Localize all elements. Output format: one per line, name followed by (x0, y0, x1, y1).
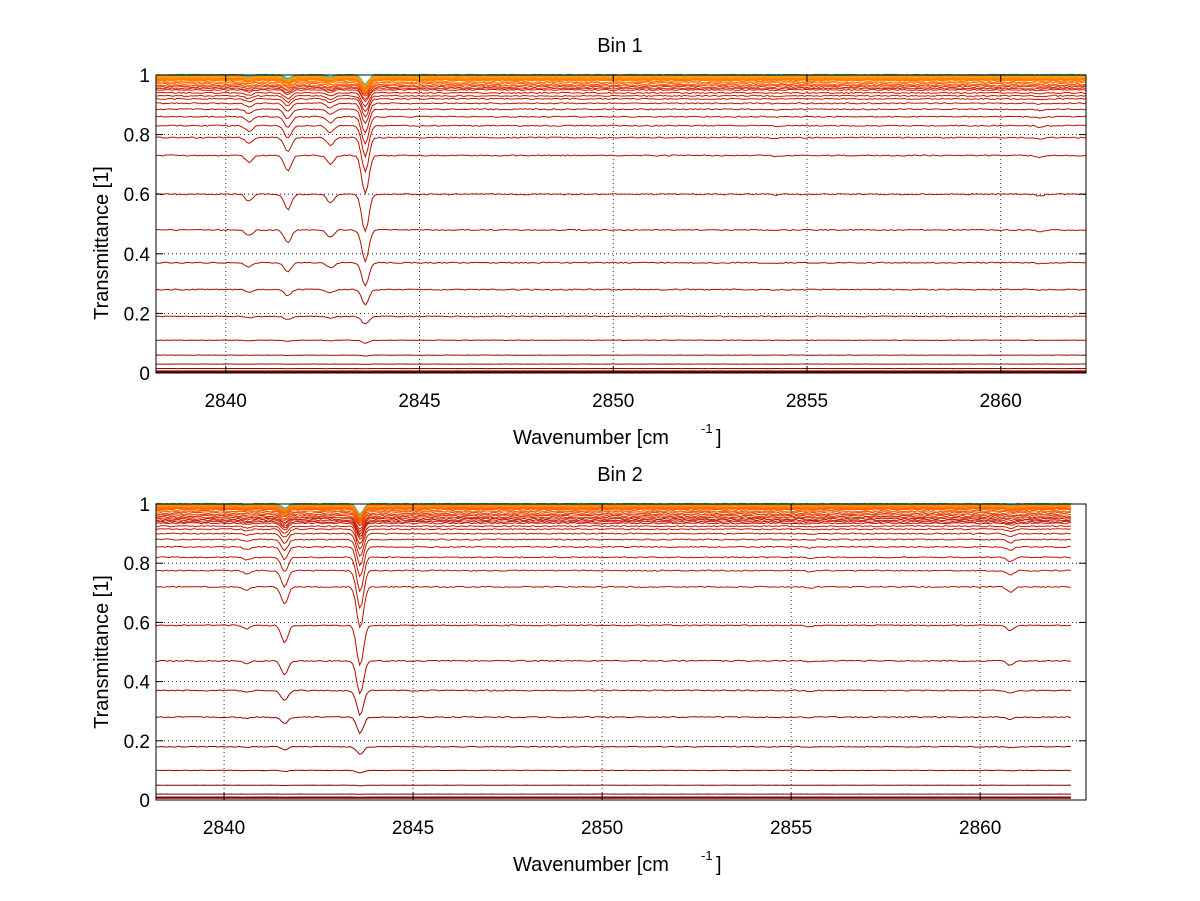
y-tick-label: 0.8 (124, 126, 150, 147)
bin2-x-axis-label: Wavenumber [cm -1 ] (513, 848, 722, 876)
bin2-panel: Bin 2 2840 2845 2850 2855 2860 0 0.2 0.4 0.6 0.8 1… (91, 464, 1087, 876)
y-tick-label: 0.2 (124, 732, 150, 753)
y-tick-label: 0.8 (124, 554, 150, 575)
x-tick-label: 2840 (203, 818, 245, 839)
series-line (155, 511, 1071, 524)
series-line (155, 228, 1087, 264)
series-line (155, 124, 1087, 159)
series-line (155, 569, 1071, 610)
bin2-axes-frame (155, 503, 1087, 801)
series-line (155, 354, 1087, 357)
series-line (155, 82, 1087, 95)
bin2-x-axis-label-main: Wavenumber [cm (513, 854, 669, 876)
x-tick-label: 2845 (392, 818, 434, 839)
bin1-y-axis-label: Transmittance [1] (91, 166, 113, 320)
series-line (155, 81, 1087, 93)
y-tick-label: 0.4 (124, 245, 151, 266)
bin1-x-axis-label: Wavenumber [cm -1 ] (513, 421, 722, 449)
bin1-x-axis-label-sup: -1 (701, 421, 713, 436)
y-tick-label: 0 (139, 364, 150, 385)
series-line (155, 769, 1071, 774)
series-line (155, 532, 1071, 557)
series-line (155, 94, 1087, 113)
bin1-panel: Bin 1 2840 2845 2850 2855 2860 0 0.2 0.4 0.6 0.8 1… (91, 35, 1087, 449)
series-line (155, 77, 1087, 90)
series-line (155, 84, 1087, 96)
y-tick-label: 0.4 (124, 673, 151, 694)
series-line (155, 525, 1071, 545)
x-tick-label: 2850 (592, 391, 634, 412)
bin2-ticks: 2840 2845 2850 2855 2860 0 0.2 0.4 0.6 0.8 1 (124, 495, 1086, 839)
series-line (155, 514, 1071, 527)
series-line (155, 91, 1087, 108)
bin2-series-group (155, 502, 1072, 799)
bin1-x-axis-label-main: Wavenumber [cm (513, 427, 669, 449)
series-line (155, 506, 1072, 521)
bin1-series-group (155, 73, 1087, 373)
series-line (155, 115, 1087, 146)
bin1-ticks: 2840 2845 2850 2855 2860 0 0.2 0.4 0.6 0.8 1 (124, 66, 1086, 412)
bin1-title: Bin 1 (597, 35, 643, 57)
series-line (156, 102, 1087, 125)
series-line (155, 97, 1087, 118)
series-line (155, 528, 1072, 550)
series-line (156, 585, 1071, 629)
series-line (155, 784, 1071, 787)
series-line (155, 108, 1087, 135)
series-line (155, 136, 1087, 174)
series-line (155, 689, 1072, 717)
series-line (155, 522, 1071, 540)
series-line (155, 315, 1087, 325)
bin1-axes-frame (155, 74, 1087, 374)
series-line (155, 556, 1071, 593)
series-line (155, 517, 1071, 533)
series-line (155, 193, 1086, 233)
series-line (155, 745, 1071, 755)
x-tick-label: 2845 (398, 391, 440, 412)
y-tick-label: 0.6 (124, 613, 150, 634)
x-tick-label: 2855 (786, 391, 828, 412)
x-tick-label: 2840 (205, 391, 247, 412)
series-line (155, 154, 1087, 196)
y-tick-label: 1 (139, 66, 150, 87)
bin2-y-axis-label: Transmittance [1] (91, 575, 113, 729)
x-tick-label: 2850 (581, 818, 623, 839)
bin2-x-axis-label-close: ] (716, 854, 722, 876)
series-line (155, 510, 1072, 522)
y-tick-label: 0.6 (124, 185, 150, 206)
series-line (155, 88, 1087, 103)
series-line (155, 79, 1087, 92)
bin2-title: Bin 2 (597, 464, 643, 486)
series-line (156, 87, 1087, 100)
series-line (155, 624, 1071, 667)
series-line (155, 516, 1072, 530)
series-line (155, 261, 1087, 287)
series-line (155, 519, 1072, 536)
series-line (155, 659, 1071, 695)
series-line (155, 545, 1071, 578)
series-line (155, 715, 1072, 735)
series-line (155, 520, 1071, 538)
bin2-x-axis-label-sup: -1 (701, 848, 713, 863)
series-line (155, 288, 1087, 306)
x-tick-label: 2860 (980, 391, 1022, 412)
y-tick-label: 1 (139, 495, 150, 516)
series-line (155, 339, 1086, 344)
x-tick-label: 2855 (770, 818, 812, 839)
bin1-x-axis-label-close: ] (716, 427, 722, 449)
y-tick-label: 0.2 (124, 304, 150, 325)
x-tick-label: 2860 (959, 818, 1001, 839)
series-line (155, 85, 1087, 97)
series-line (155, 508, 1072, 521)
series-line (155, 538, 1072, 567)
y-tick-label: 0 (139, 791, 150, 812)
series-line (155, 505, 1072, 519)
